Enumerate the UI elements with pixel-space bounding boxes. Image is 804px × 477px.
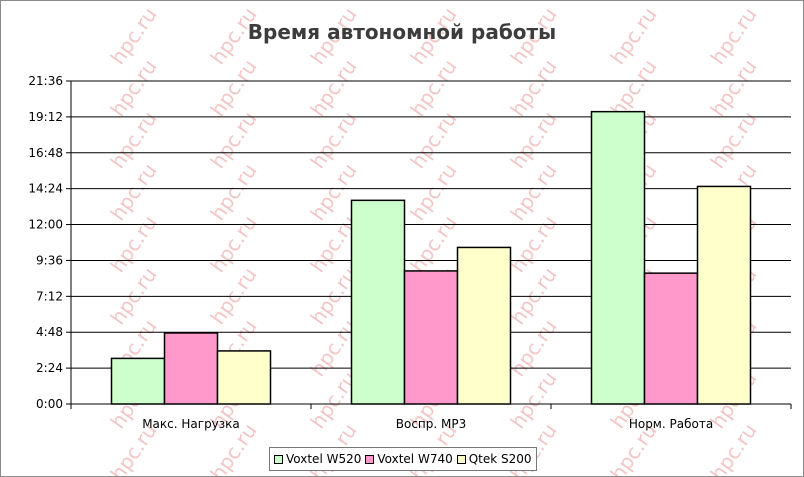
y-tick-labels: 0:00 2:24 4:48 7:12 9:36 12:00 14:24 16:48 19:12… xyxy=(28,74,63,411)
bar-qtek-s200 xyxy=(456,246,512,405)
legend: Voxtel W520 Voxtel W740 Qtek S200 xyxy=(269,447,537,471)
category-label: Макс. Нагрузка xyxy=(142,417,240,431)
bars xyxy=(110,110,752,405)
y-tick-label: 0:00 xyxy=(36,397,63,411)
watermark-text: hpc.ru xyxy=(205,55,261,121)
axes xyxy=(70,81,792,409)
y-tick-label: 14:24 xyxy=(28,182,63,196)
watermark-text: hpc.ru xyxy=(405,159,461,225)
y-tick-label: 19:12 xyxy=(28,110,63,124)
watermark-text: hpc.ru xyxy=(505,55,561,121)
y-tick-label: 7:12 xyxy=(36,289,63,303)
bar-qtek-s200 xyxy=(216,350,272,405)
legend-label: Voxtel W740 xyxy=(377,452,453,466)
y-tick-label: 4:48 xyxy=(36,325,63,339)
watermark-text: hpc.ru xyxy=(505,315,561,381)
legend-swatch xyxy=(274,454,283,464)
watermark-text: hpc.ru xyxy=(105,211,161,277)
watermark-text: hpc.ru xyxy=(205,159,261,225)
y-tick-label: 12:00 xyxy=(28,218,63,232)
bar-voxtel-w740 xyxy=(643,272,699,405)
bar-voxtel-w520 xyxy=(110,357,166,405)
bar-voxtel-w520 xyxy=(590,110,646,405)
watermark-text: hpc.ru xyxy=(505,159,561,225)
legend-label: Voxtel W520 xyxy=(286,452,362,466)
legend-item: Voxtel W740 xyxy=(365,452,453,466)
bar-voxtel-w520 xyxy=(350,199,406,405)
watermark-text: hpc.ru xyxy=(105,3,161,69)
watermark-text: hpc.ru xyxy=(705,55,761,121)
watermark-text: hpc.ru xyxy=(505,211,561,277)
category-label: Норм. Работа xyxy=(629,417,713,431)
chart-title: Время автономной работы xyxy=(248,20,556,44)
bar-qtek-s200 xyxy=(696,185,752,405)
bar-voxtel-w740 xyxy=(403,270,459,405)
legend-swatch xyxy=(365,454,375,464)
watermark-text: hpc.ru xyxy=(205,211,261,277)
watermark-text: hpc.ru xyxy=(605,3,661,69)
legend-swatch xyxy=(456,454,466,464)
watermark-text: hpc.ru xyxy=(405,55,461,121)
y-tick-label: 16:48 xyxy=(28,146,63,160)
watermark-text: hpc.ru xyxy=(705,419,761,476)
watermark-text: hpc.ru xyxy=(505,367,561,433)
watermark-text: hpc.ru xyxy=(105,159,161,225)
watermark-text: hpc.ru xyxy=(305,55,361,121)
bar-voxtel-w740 xyxy=(163,332,219,405)
watermark-text: hpc.ru xyxy=(705,3,761,69)
watermark-text: hpc.ru xyxy=(405,211,461,277)
legend-item: Voxtel W520 xyxy=(274,452,361,466)
legend-item: Qtek S200 xyxy=(456,452,532,466)
watermark-text: hpc.ru xyxy=(105,55,161,121)
category-labels: Макс. Нагрузка Воспр. MP3 Норм. Работа xyxy=(142,417,713,431)
y-tick-label: 21:36 xyxy=(28,74,63,88)
y-tick-label: 2:24 xyxy=(36,361,63,375)
y-tick-label: 9:36 xyxy=(36,253,63,267)
category-label: Воспр. MP3 xyxy=(396,417,467,431)
legend-label: Qtek S200 xyxy=(468,452,532,466)
